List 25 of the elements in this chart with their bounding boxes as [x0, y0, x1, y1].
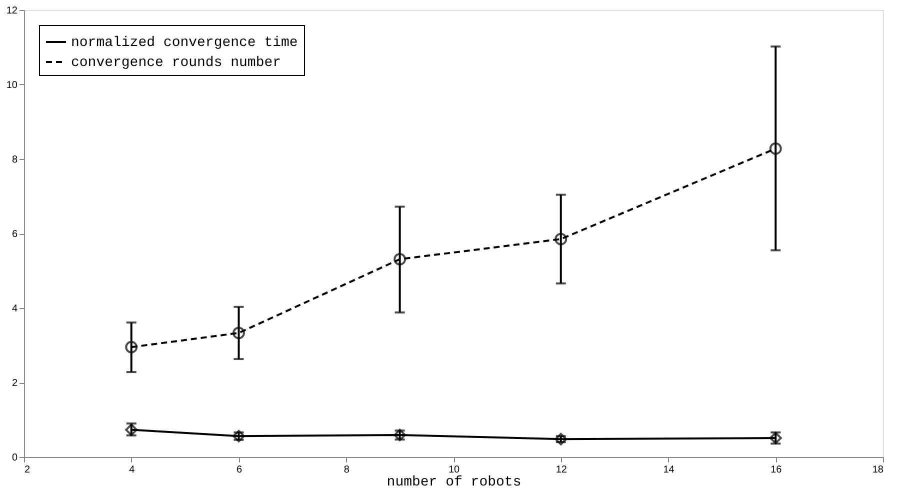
point [394, 252, 406, 266]
y-tick-label: 0 [12, 452, 18, 464]
x-tick-label: 18 [872, 464, 884, 476]
y-tick-label: 10 [6, 80, 18, 91]
x-tick-label: 4 [129, 464, 136, 476]
point [125, 340, 138, 354]
legend-label: normalized convergence time [71, 35, 298, 51]
legend-label: convergence rounds number [71, 55, 282, 71]
x-tick-label: 16 [770, 464, 782, 476]
point [554, 432, 568, 446]
x-tick-label: 12 [556, 464, 568, 476]
y-tick-label: 2 [12, 378, 18, 389]
x-tick-label: 6 [236, 464, 242, 476]
point [769, 142, 782, 155]
y-tick-label: 12 [6, 6, 18, 16]
x-tick-label: 10 [448, 464, 460, 476]
y-tick-label: 4 [12, 304, 18, 314]
point [554, 232, 568, 246]
x-tick-label: 14 [663, 464, 675, 476]
y-tick-label: 6 [12, 229, 18, 240]
x-axis-title: number of robots [386, 474, 522, 490]
x-tick-label: 2 [24, 464, 30, 476]
point [232, 326, 245, 340]
y-tick-label: 8 [12, 154, 18, 166]
x-tick-label: 8 [344, 464, 350, 476]
